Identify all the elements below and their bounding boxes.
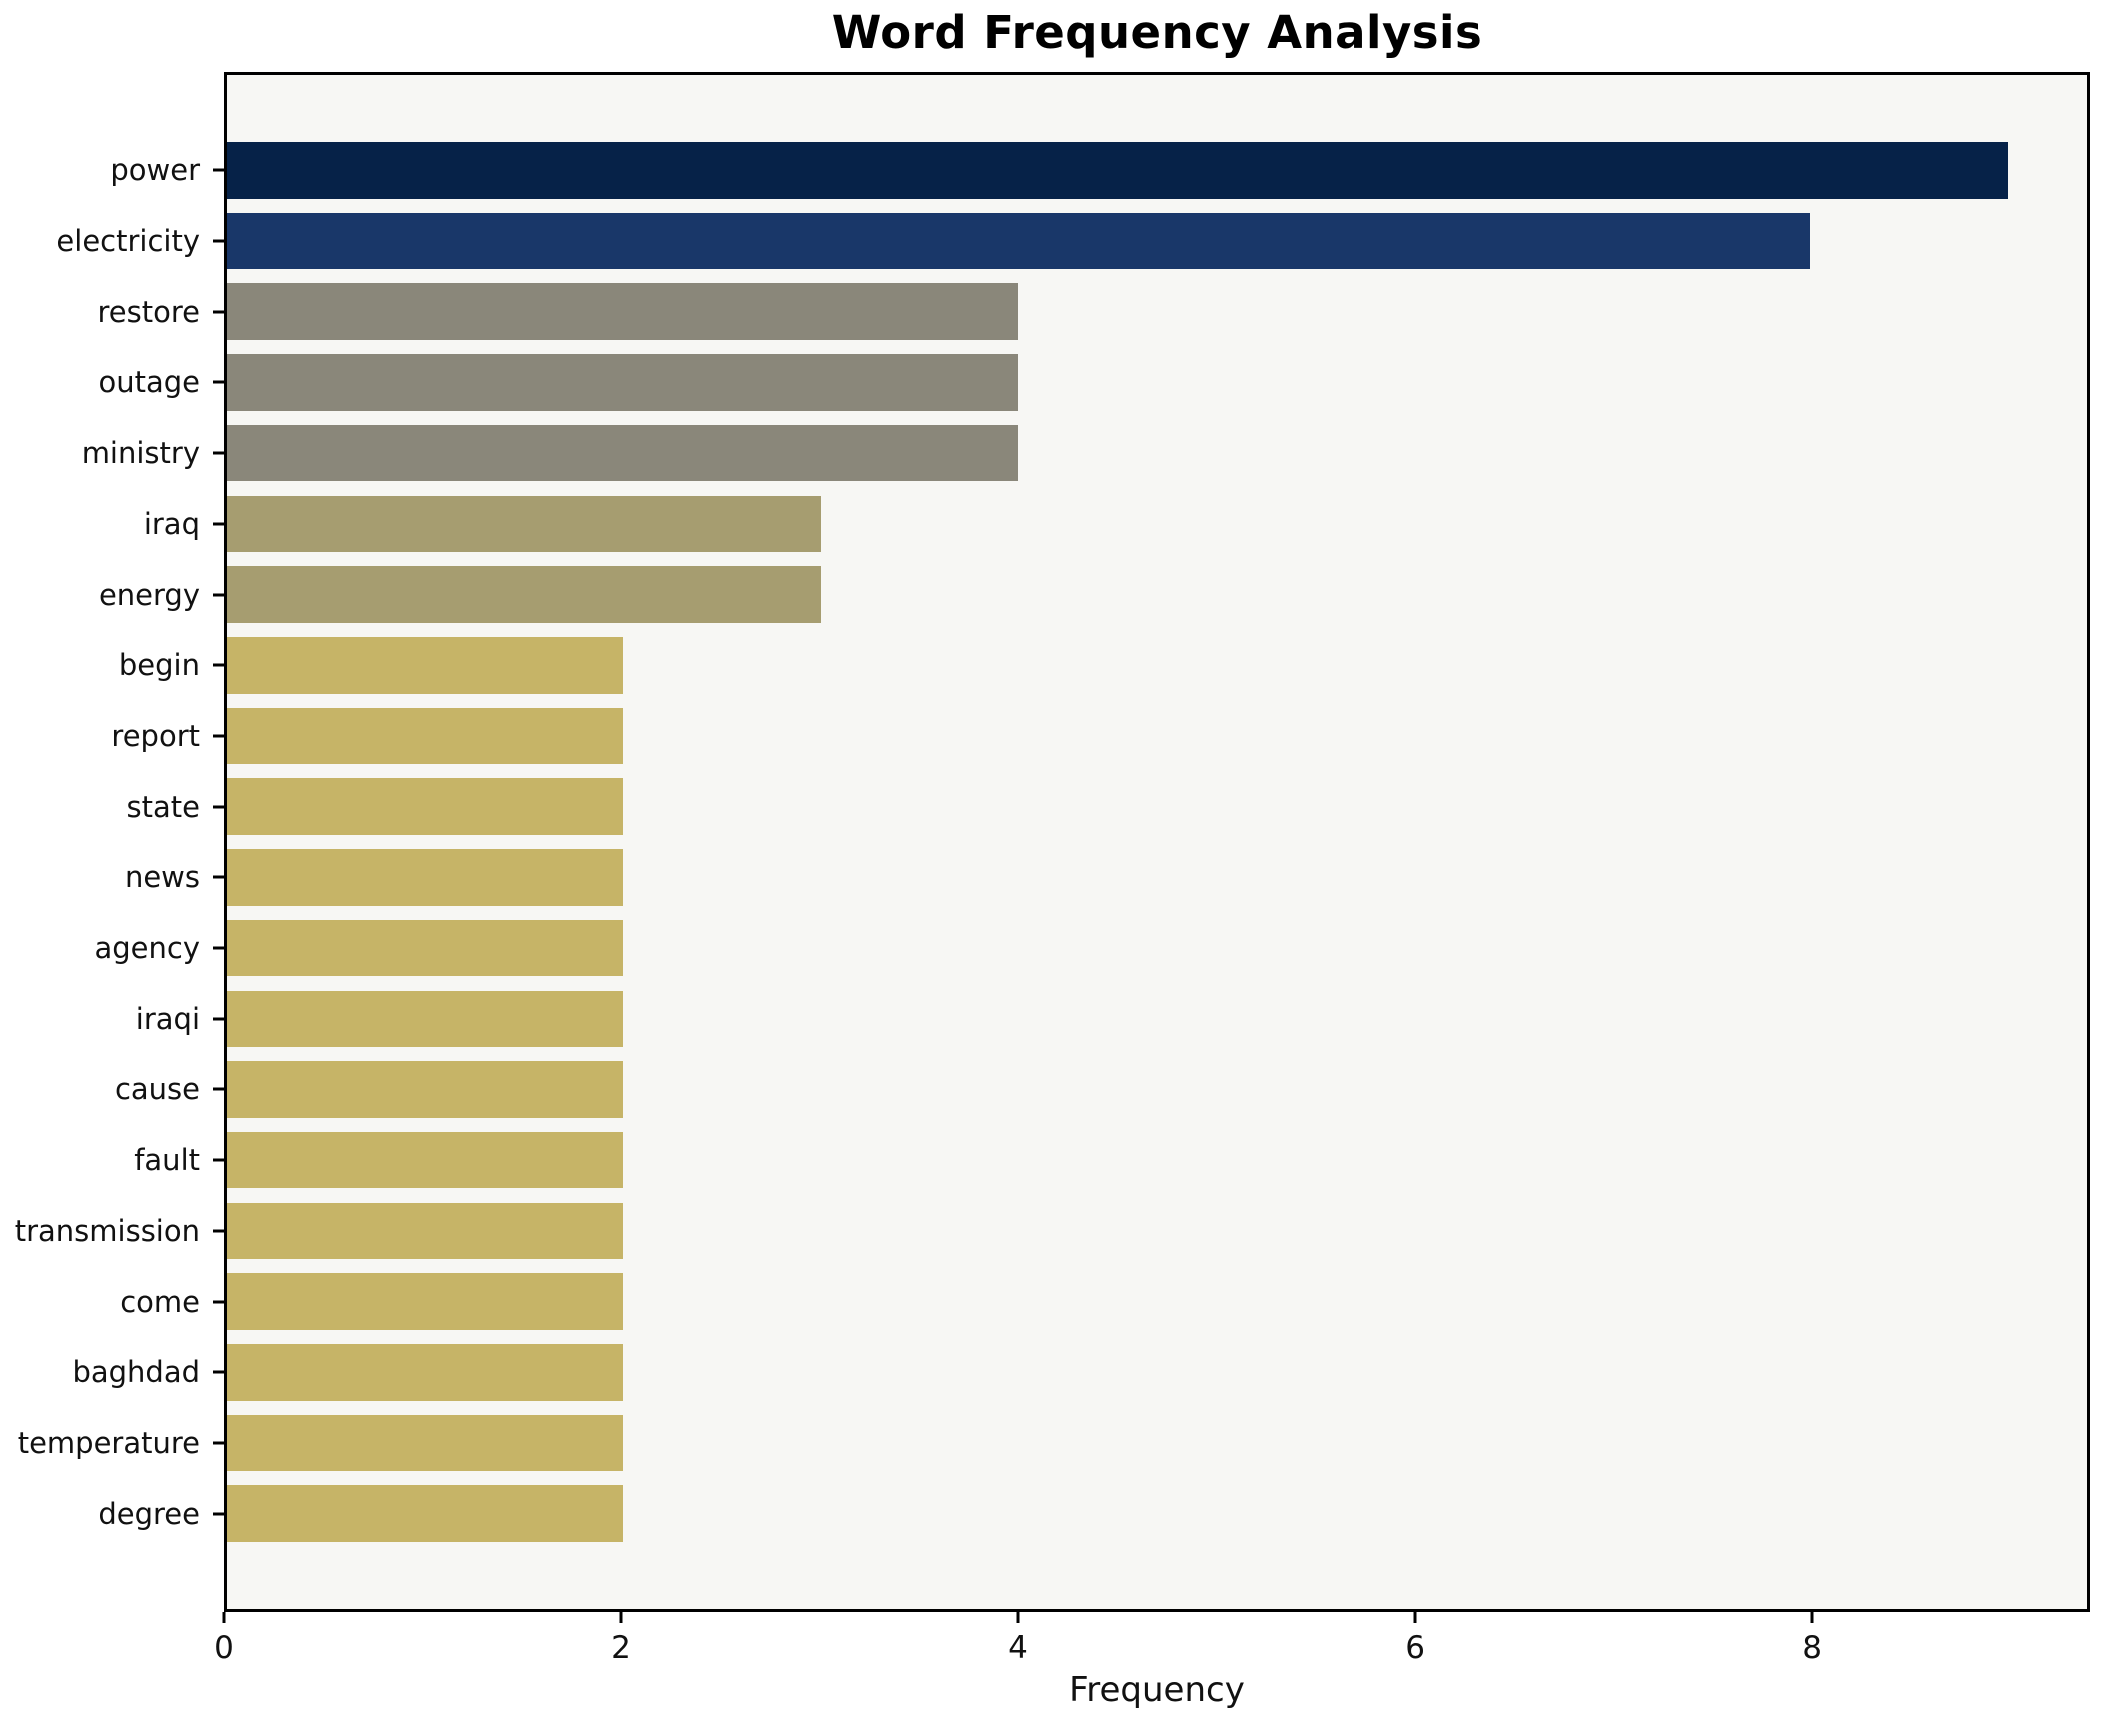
bar-report: [227, 707, 623, 765]
bar-outage: [227, 354, 1019, 411]
bar-row-news: news: [125, 842, 2087, 913]
y-tick-mark: [213, 734, 224, 738]
y-tick-label-news: news: [124, 860, 200, 895]
y-tick-mark: [213, 875, 224, 879]
bar-row-agency: agency: [94, 913, 2087, 984]
y-tick-label-restore: restore: [97, 294, 200, 329]
y-tick-label-outage: outage: [98, 365, 200, 400]
bar-row-electricity: electricity: [56, 206, 2087, 277]
bar-begin: [227, 636, 623, 694]
bar-row-outage: outage: [98, 347, 2087, 418]
x-axis-title: Frequency: [1069, 1670, 1245, 1710]
y-tick-label-baghdad: baghdad: [72, 1355, 200, 1390]
bar-row-transmission: transmission: [15, 1196, 2087, 1267]
y-tick-mark: [213, 522, 224, 526]
bar-row-begin: begin: [119, 630, 2087, 701]
y-tick-label-energy: energy: [98, 577, 200, 612]
y-tick-mark: [213, 168, 224, 172]
bar-fault: [227, 1131, 623, 1189]
y-tick-label-state: state: [126, 789, 200, 824]
bar-row-fault: fault: [134, 1125, 2087, 1196]
y-tick-label-fault: fault: [134, 1143, 200, 1178]
bar-row-report: report: [111, 701, 2087, 772]
chart-title: Word Frequency Analysis: [831, 6, 1483, 59]
x-axis: 0 2 4 6 8: [214, 1612, 2090, 1672]
x-tick-mark: [619, 1612, 623, 1623]
bar-transmission: [227, 1202, 623, 1260]
y-tick-mark: [213, 1441, 224, 1445]
bar-baghdad: [227, 1344, 623, 1401]
bar-row-iraqi: iraqi: [136, 983, 2087, 1054]
y-tick-mark: [213, 380, 224, 384]
y-tick-mark: [213, 451, 224, 455]
bar-row-degree: degree: [98, 1478, 2087, 1549]
y-tick-label-report: report: [111, 718, 200, 753]
y-tick-mark: [213, 946, 224, 950]
y-tick-label-power: power: [110, 153, 200, 188]
x-tick-mark: [1016, 1612, 1020, 1623]
y-tick-label-electricity: electricity: [56, 224, 200, 259]
bar-power: [227, 142, 2008, 199]
y-tick-mark: [213, 593, 224, 597]
y-tick-label-iraqi: iraqi: [135, 1001, 200, 1036]
y-tick-label-temperature: temperature: [17, 1426, 200, 1460]
x-tick-label-2: 2: [611, 1630, 631, 1666]
y-tick-label-begin: begin: [118, 648, 200, 683]
x-tick-label-0: 0: [214, 1630, 234, 1666]
y-tick-mark: [213, 1300, 224, 1304]
bar-state: [227, 778, 623, 835]
bar-come: [227, 1273, 623, 1330]
bar-row-state: state: [127, 771, 2087, 842]
bar-row-ministry: ministry: [82, 418, 2087, 489]
bar-cause: [227, 1061, 623, 1118]
bar-row-power: power: [110, 135, 2087, 206]
y-tick-mark: [213, 1229, 224, 1233]
bars-container: power electricity restore outage ministry ira…: [15, 75, 2087, 1609]
y-tick-mark: [213, 310, 224, 314]
bar-energy: [227, 566, 821, 623]
y-tick-label-ministry: ministry: [81, 436, 200, 471]
y-tick-mark: [213, 239, 224, 243]
y-tick-mark: [213, 663, 224, 667]
y-tick-mark: [213, 805, 224, 809]
bar-row-iraq: iraq: [144, 489, 2087, 560]
bar-ministry: [227, 424, 1019, 482]
bar-iraq: [227, 495, 821, 553]
y-tick-label-iraq: iraq: [143, 506, 200, 541]
bar-row-restore: restore: [98, 276, 2087, 347]
bar-electricity: [227, 212, 1810, 270]
x-tick-label-6: 6: [1405, 1630, 1425, 1666]
bar-row-energy: energy: [99, 559, 2087, 630]
bar-agency: [227, 919, 623, 977]
bar-iraqi: [227, 990, 623, 1048]
y-tick-label-come: come: [120, 1284, 200, 1319]
y-tick-mark: [213, 1158, 224, 1162]
y-tick-mark: [213, 1017, 224, 1021]
bar-row-temperature: temperature: [18, 1408, 2087, 1479]
y-tick-label-transmission: transmission: [14, 1213, 200, 1248]
y-tick-label-agency: agency: [94, 931, 200, 966]
bar-degree: [227, 1485, 623, 1542]
bar-row-baghdad: baghdad: [72, 1337, 2087, 1408]
plot-area: power electricity restore outage ministry ira…: [15, 72, 2090, 1612]
y-tick-label-degree: degree: [98, 1496, 200, 1531]
bar-row-cause: cause: [115, 1054, 2087, 1125]
y-tick-mark: [213, 1512, 224, 1516]
x-tick-mark: [222, 1612, 226, 1623]
y-tick-mark: [213, 1087, 224, 1091]
x-tick-mark: [1810, 1612, 1814, 1623]
bar-restore: [227, 283, 1019, 341]
bar-news: [227, 849, 623, 906]
x-tick-mark: [1413, 1612, 1417, 1623]
bar-row-come: come: [120, 1266, 2087, 1337]
y-tick-mark: [213, 1370, 224, 1374]
x-tick-label-8: 8: [1802, 1630, 1822, 1666]
x-tick-label-4: 4: [1008, 1630, 1028, 1666]
y-tick-label-cause: cause: [114, 1072, 200, 1107]
bar-temperature: [227, 1414, 623, 1472]
